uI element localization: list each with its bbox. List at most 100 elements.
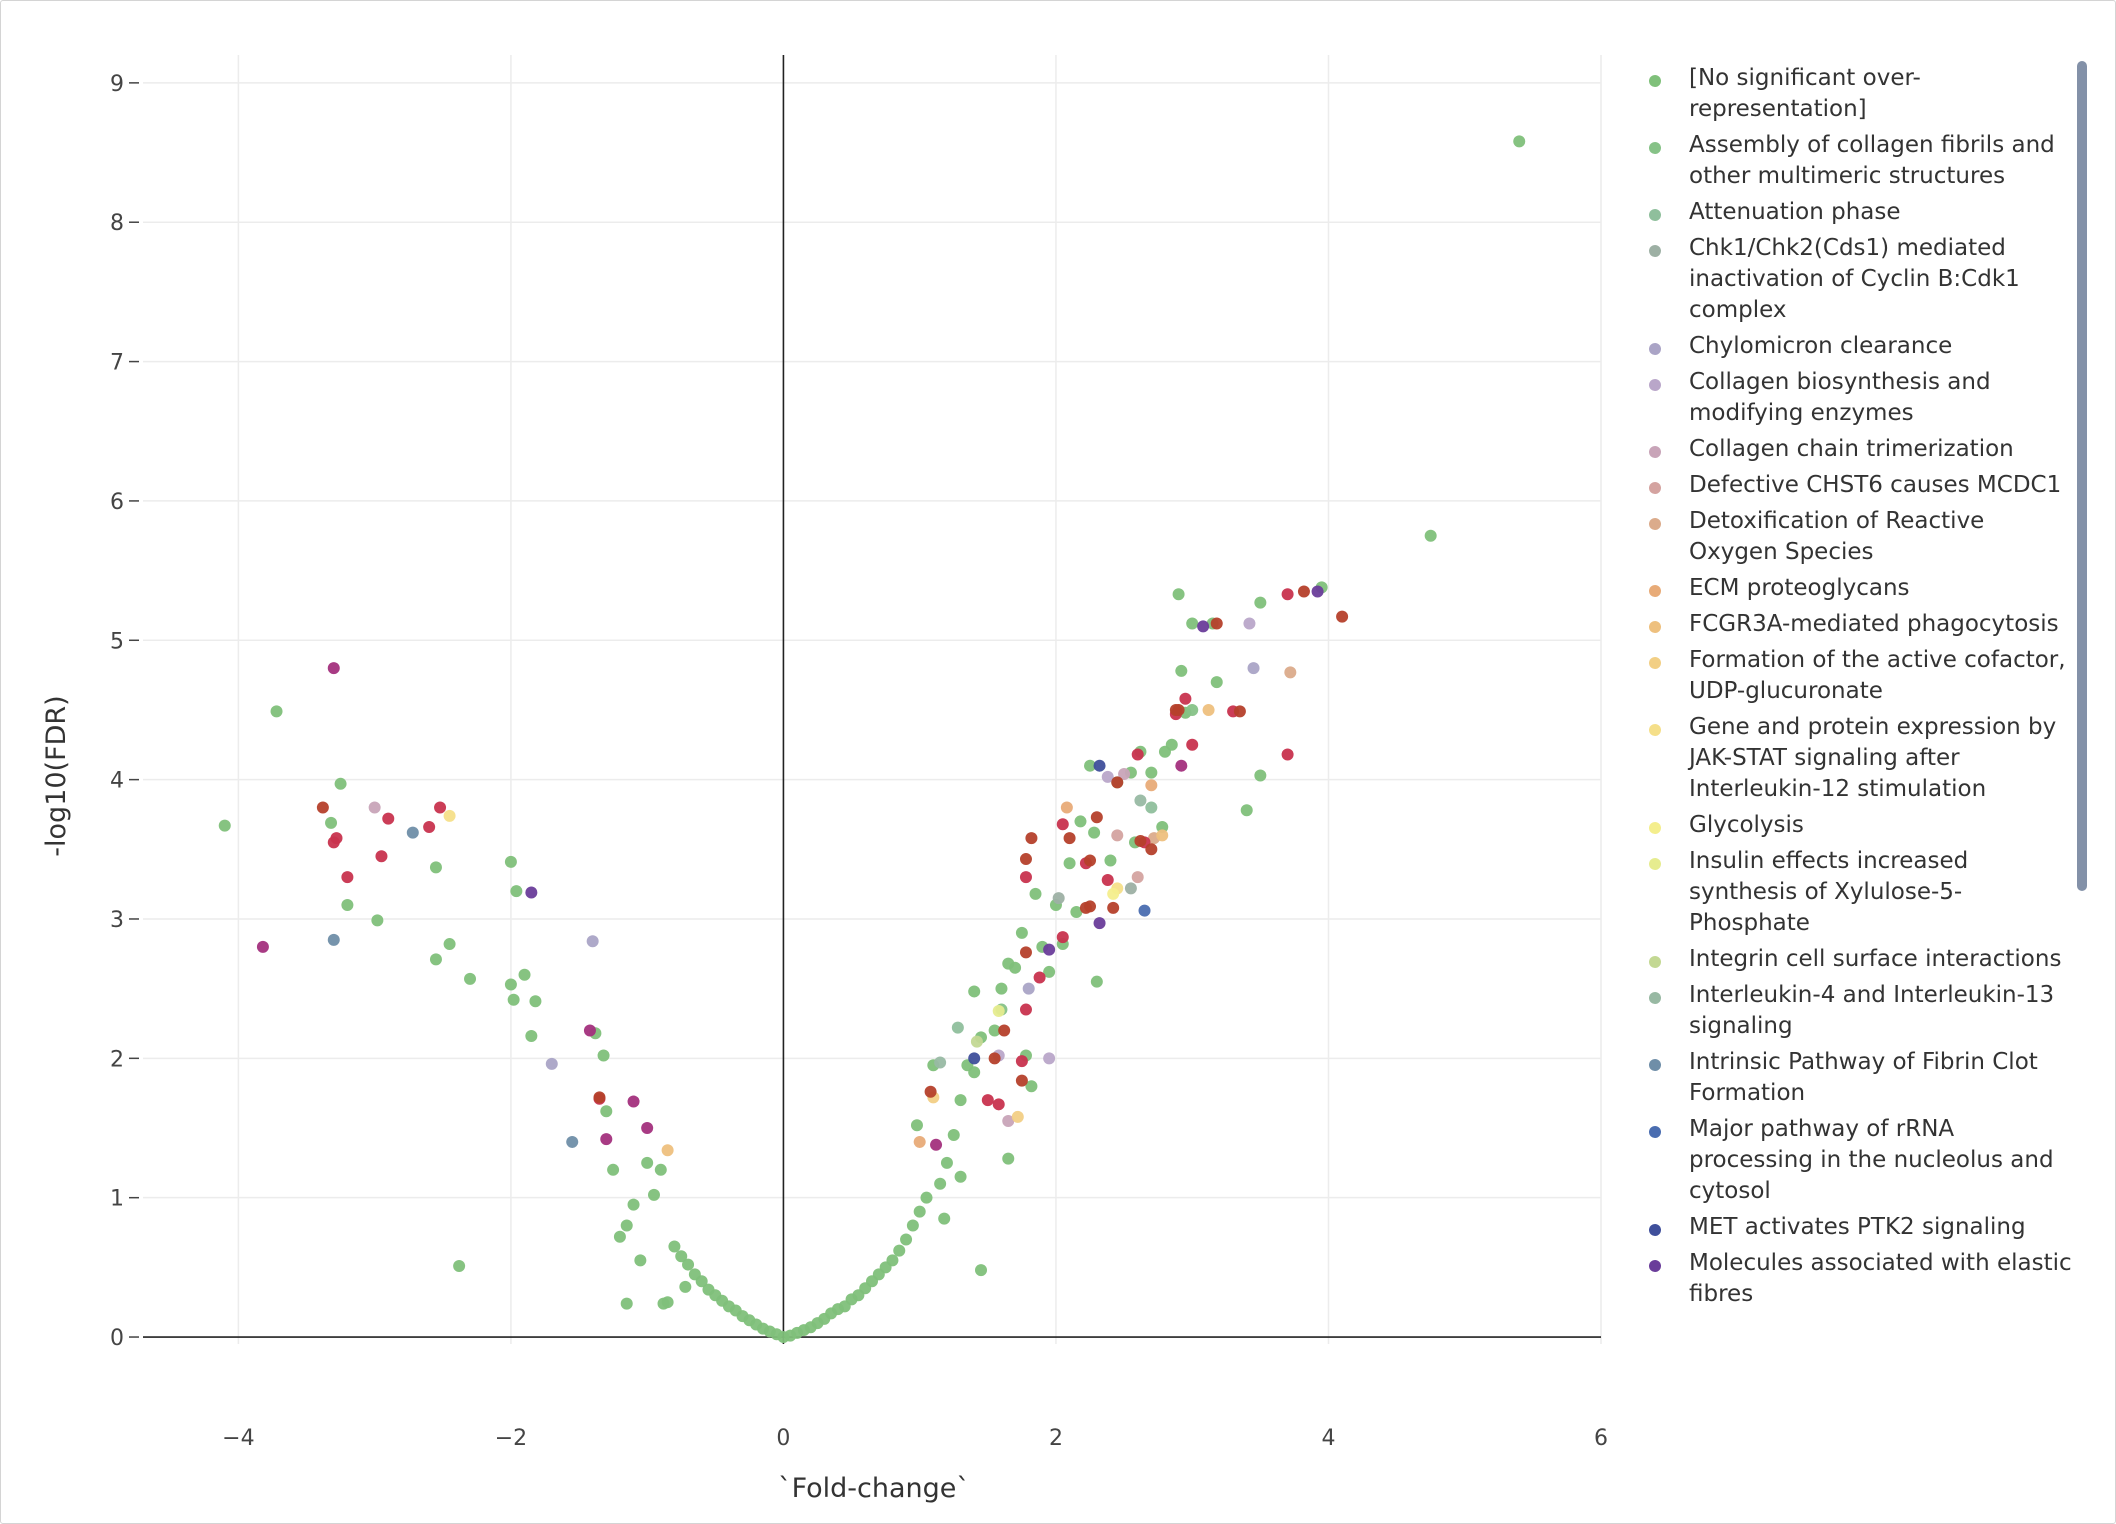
legend-item[interactable]: Glycolysis [1649,810,2079,841]
data-point[interactable] [1124,882,1137,895]
legend-item[interactable]: Gene and protein expression by JAK-STAT … [1649,712,2079,805]
data-point[interactable] [1060,801,1073,814]
legend-item[interactable]: Collagen biosynthesis and modifying enzy… [1649,367,2079,429]
data-point[interactable] [970,1035,983,1048]
data-point[interactable] [1019,853,1032,866]
data-point[interactable] [682,1258,695,1271]
data-point[interactable] [1056,931,1069,944]
data-point[interactable] [1015,1074,1028,1087]
data-point[interactable] [947,1128,960,1141]
data-point[interactable] [1118,768,1131,781]
data-point[interactable] [504,855,517,868]
data-point[interactable] [920,1191,933,1204]
data-point[interactable] [1043,943,1056,956]
data-point[interactable] [954,1170,967,1183]
data-point[interactable] [1084,759,1097,772]
data-point[interactable] [1197,620,1210,633]
legend-item[interactable]: ECM proteoglycans [1649,573,2079,604]
data-point[interactable] [1074,815,1087,828]
data-point[interactable] [434,801,447,814]
data-point[interactable] [1175,759,1188,772]
legend-item[interactable]: Attenuation phase [1649,197,2079,228]
data-point[interactable] [525,886,538,899]
data-point[interactable] [453,1259,466,1272]
data-point[interactable] [1186,738,1199,751]
data-point[interactable] [1002,1115,1015,1128]
data-point[interactable] [995,982,1008,995]
data-point[interactable] [327,933,340,946]
data-point[interactable] [1043,1052,1056,1065]
data-point[interactable] [1131,748,1144,761]
data-point[interactable] [940,1156,953,1169]
legend-scrollbar[interactable] [2077,61,2087,891]
data-point[interactable] [906,1219,919,1232]
legend-item[interactable]: FCGR3A-mediated phagocytosis [1649,609,2079,640]
data-point[interactable] [627,1198,640,1211]
legend-item[interactable]: Intrinsic Pathway of Fibrin Clot Formati… [1649,1047,2079,1109]
data-point[interactable] [951,1021,964,1034]
data-point[interactable] [1172,588,1185,601]
data-point[interactable] [934,1177,947,1190]
data-point[interactable] [702,1283,715,1296]
data-point[interactable] [1019,946,1032,959]
data-point[interactable] [327,662,340,675]
data-point[interactable] [657,1297,670,1310]
legend-item[interactable]: Molecules associated with elastic fibres [1649,1248,2079,1310]
data-point[interactable] [1131,871,1144,884]
data-point[interactable] [1025,832,1038,845]
data-point[interactable] [510,885,523,898]
data-point[interactable] [1015,926,1028,939]
data-point[interactable] [1084,854,1097,867]
data-point[interactable] [661,1144,674,1157]
data-point[interactable] [1063,857,1076,870]
data-point[interactable] [634,1254,647,1267]
data-point[interactable] [1156,821,1169,834]
data-point[interactable] [371,914,384,927]
data-point[interactable] [620,1219,633,1232]
data-point[interactable] [910,1119,923,1132]
data-point[interactable] [934,1056,947,1069]
data-point[interactable] [1210,676,1223,689]
data-point[interactable] [1002,1152,1015,1165]
data-point[interactable] [443,938,456,951]
data-point[interactable] [1145,801,1158,814]
data-point[interactable] [256,940,269,953]
data-point[interactable] [613,1230,626,1243]
legend-item[interactable]: Major pathway of rRNA processing in the … [1649,1114,2079,1207]
data-point[interactable] [968,1052,981,1065]
data-point[interactable] [583,1024,596,1037]
data-point[interactable] [1101,770,1114,783]
legend-item[interactable]: Integrin cell surface interactions [1649,944,2079,975]
data-point[interactable] [968,985,981,998]
data-point[interactable] [981,1094,994,1107]
data-point[interactable] [1243,617,1256,630]
data-point[interactable] [1281,588,1294,601]
data-point[interactable] [1156,829,1169,842]
data-point[interactable] [1111,776,1124,789]
data-point[interactable] [368,801,381,814]
data-point[interactable] [654,1163,667,1176]
data-point[interactable] [913,1205,926,1218]
data-point[interactable] [529,995,542,1008]
data-point[interactable] [954,1094,967,1107]
data-point[interactable] [930,1138,943,1151]
data-point[interactable] [938,1212,951,1225]
data-point[interactable] [992,1004,1005,1017]
data-point[interactable] [593,1091,606,1104]
data-point[interactable] [375,850,388,863]
data-point[interactable] [1002,957,1015,970]
legend-item[interactable]: Chylomicron clearance [1649,331,2079,362]
data-point[interactable] [1090,811,1103,824]
data-point[interactable] [525,1030,538,1043]
data-point[interactable] [341,899,354,912]
data-point[interactable] [597,1049,610,1062]
data-point[interactable] [586,935,599,948]
data-point[interactable] [1101,873,1114,886]
data-point[interactable] [504,978,517,991]
data-point[interactable] [992,1098,1005,1111]
data-point[interactable] [341,871,354,884]
data-point[interactable] [1138,904,1151,917]
data-point[interactable] [1336,610,1349,623]
data-point[interactable] [1311,585,1324,598]
data-point[interactable] [647,1188,660,1201]
